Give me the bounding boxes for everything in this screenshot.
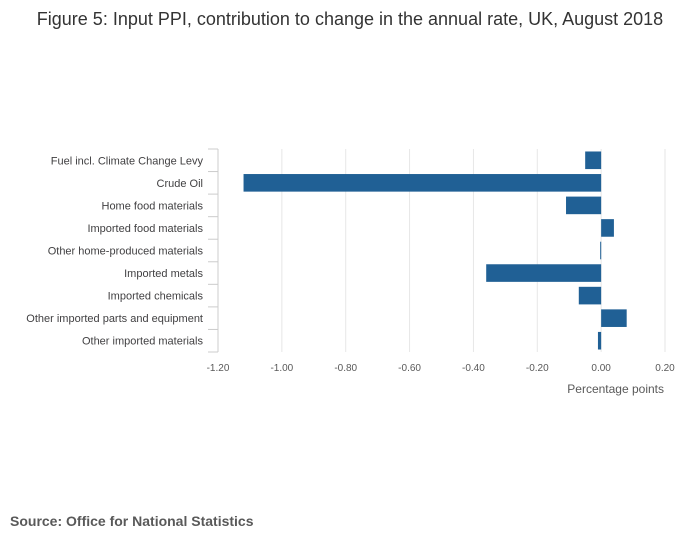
bar-other-imported-materials: [597, 331, 602, 350]
x-tick-label: 0.20: [655, 363, 675, 374]
bar-other-home-produced-materials: [600, 241, 602, 260]
category-label: Other home-produced materials: [48, 246, 204, 258]
bar-other-imported-parts-and-equipment: [601, 309, 627, 327]
category-label: Crude Oil: [157, 178, 203, 190]
bar-fuel-incl-climate-change-levy: [585, 151, 602, 170]
bar-crude-oil: [243, 174, 602, 192]
x-tick-label: -0.80: [334, 363, 357, 374]
x-tick-labels: -1.20 -1.00 -0.80 -0.60 -0.40 -0.20 0.00 0.20: [207, 363, 676, 374]
category-label: Imported chemicals: [108, 291, 204, 303]
bars: [243, 151, 627, 350]
source-note: Source: Office for National Statistics: [10, 513, 254, 529]
bar-imported-metals: [486, 264, 602, 282]
chart-title: Figure 5: Input PPI, contribution to cha…: [36, 9, 664, 29]
x-tick-label: -0.20: [526, 363, 549, 374]
x-tick-label: -0.60: [398, 363, 421, 374]
x-axis-label: Percentage points: [567, 382, 664, 396]
x-tick-label: -0.40: [462, 363, 485, 374]
y-axis: [208, 148, 219, 353]
category-label: Other imported materials: [82, 336, 204, 348]
x-tick-label: 0.00: [591, 363, 611, 374]
bar-imported-chemicals: [578, 286, 602, 305]
bar-imported-food-materials: [601, 219, 614, 237]
category-label: Imported food materials: [87, 223, 203, 235]
category-label: Other imported parts and equipment: [26, 313, 203, 325]
x-tick-label: -1.00: [270, 363, 293, 374]
category-label: Home food materials: [102, 200, 204, 212]
category-label: Imported metals: [124, 268, 203, 280]
category-label: Fuel incl. Climate Change Levy: [51, 155, 204, 167]
bar-home-food-materials: [566, 196, 602, 215]
category-labels: Fuel incl. Climate Change Levy Crude Oil H…: [26, 155, 203, 347]
x-tick-label: -1.20: [207, 363, 230, 374]
